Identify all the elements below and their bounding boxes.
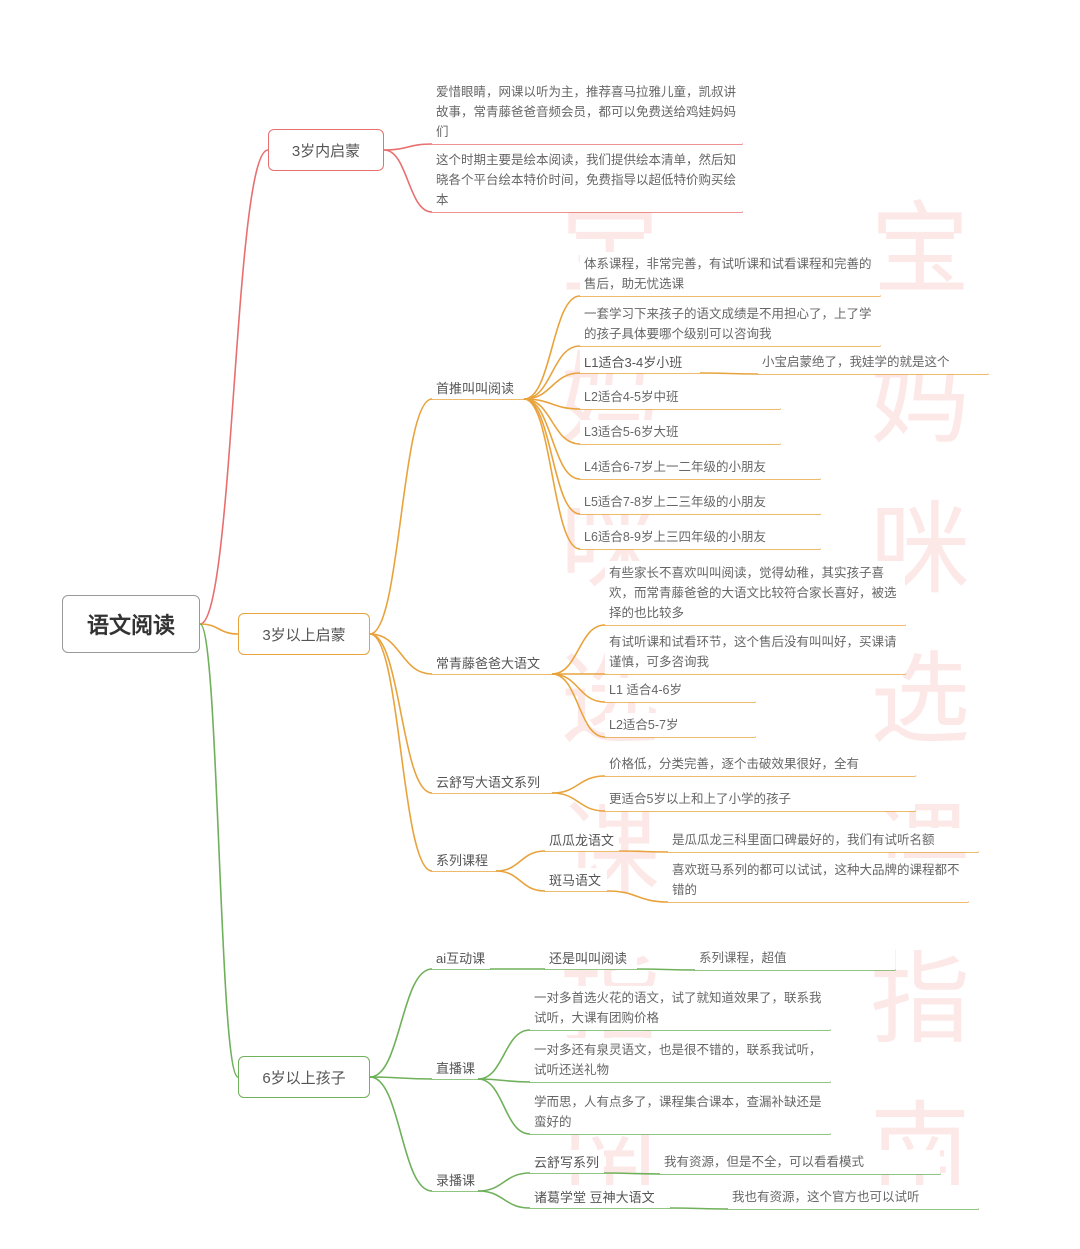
mid-node[interactable]: 常青藤爸爸大语文 [432,651,552,674]
mid-node[interactable]: 瓜瓜龙语文 [545,828,619,851]
mid-node[interactable]: 斑马语文 [545,868,607,891]
mid-label: 录播课 [436,1173,475,1188]
leaf-node: 价格低，分类完善，逐个击破效果很好，全有 [605,752,915,776]
leaf-node: L2适合4-5岁中班 [580,385,780,409]
leaf-node: 这个时期主要是绘本阅读，我们提供绘本清单，然后知晓各个平台绘本特价时间，免费指导… [432,148,742,212]
leaf-node: L3适合5-6岁大班 [580,420,780,444]
leaf-text: 系列课程，超值 [699,951,787,965]
leaf-text: L2适合5-7岁 [609,718,678,732]
mid-node[interactable]: 云舒写系列 [530,1150,604,1173]
leaf-text: 这个时期主要是绘本阅读，我们提供绘本清单，然后知晓各个平台绘本特价时间，免费指导… [436,153,736,207]
root-label: 语文阅读 [87,608,175,640]
leaf-node: L2适合5-7岁 [605,713,755,737]
leaf-text: L2适合4-5岁中班 [584,390,678,404]
leaf-text: 小宝启蒙绝了，我娃学的就是这个 [762,355,950,369]
leaf-text: L3适合5-6岁大班 [584,425,678,439]
leaf-text: 一对多首选火花的语文，试了就知道效果了，联系我试听，大课有团购价格 [534,991,822,1025]
leaf-node: 更适合5岁以上和上了小学的孩子 [605,787,915,811]
mid-label: 诸葛学堂 豆神大语文 [534,1190,655,1205]
mid-node[interactable]: 系列课程 [432,848,496,871]
leaf-node: 一对多首选火花的语文，试了就知道效果了，联系我试听，大课有团购价格 [530,986,830,1030]
leaf-text: L4适合6-7岁上一二年级的小朋友 [584,460,766,474]
leaf-text: 有些家长不喜欢叫叫阅读，觉得幼稚，其实孩子喜欢，而常青藤爸爸的大语文比较符合家长… [609,566,897,620]
mid-node[interactable]: 还是叫叫阅读 [545,946,637,969]
leaf-text: 更适合5岁以上和上了小学的孩子 [609,792,791,806]
leaf-text: L5适合7-8岁上二三年级的小朋友 [584,495,766,509]
branch-node[interactable]: 6岁以上孩子 [238,1056,370,1098]
mid-node[interactable]: ai互动课 [432,946,490,969]
leaf-text: 我也有资源，这个官方也可以试听 [732,1190,920,1204]
mid-label: 云舒写系列 [534,1155,599,1170]
mid-label: 首推叫叫阅读 [436,381,514,396]
mid-label: 瓜瓜龙语文 [549,833,614,848]
leaf-node: 小宝启蒙绝了，我娃学的就是这个 [758,350,988,374]
root-node[interactable]: 语文阅读 [62,595,200,653]
leaf-text: L1 适合4-6岁 [609,683,682,697]
leaf-text: 学而思，人有点多了，课程集合课本，查漏补缺还是蛮好的 [534,1095,822,1129]
leaf-node: L4适合6-7岁上一二年级的小朋友 [580,455,820,479]
leaf-node: 一对多还有泉灵语文，也是很不错的，联系我试听，试听还送礼物 [530,1038,830,1082]
mid-label: 斑马语文 [549,873,601,888]
branch-label: 3岁内启蒙 [292,140,360,161]
mid-node[interactable]: 云舒写大语文系列 [432,770,552,793]
mid-node[interactable]: 诸葛学堂 豆神大语文 [530,1185,670,1208]
branch-label: 6岁以上孩子 [262,1067,345,1088]
leaf-node: L5适合7-8岁上二三年级的小朋友 [580,490,820,514]
mid-label: 还是叫叫阅读 [549,951,627,966]
leaf-text: 价格低，分类完善，逐个击破效果很好，全有 [609,757,859,771]
branch-node[interactable]: 3岁以上启蒙 [238,613,370,655]
leaf-text: 是瓜瓜龙三科里面口碑最好的，我们有试听名额 [672,833,935,847]
leaf-node: 有试听课和试看环节，这个售后没有叫叫好，买课请谨慎，可多咨询我 [605,630,905,674]
leaf-text: 一套学习下来孩子的语文成绩是不用担心了，上了学的孩子具体要哪个级别可以咨询我 [584,307,872,341]
mid-label: ai互动课 [436,951,485,966]
leaf-text: L6适合8-9岁上三四年级的小朋友 [584,530,766,544]
leaf-node: 爱惜眼睛，网课以听为主，推荐喜马拉雅儿童，凯叔讲故事，常青藤爸爸音频会员，都可以… [432,80,742,144]
leaf-text: 我有资源，但是不全，可以看看模式 [664,1155,864,1169]
leaf-node: 我也有资源，这个官方也可以试听 [728,1185,978,1209]
branch-label: 3岁以上启蒙 [262,624,345,645]
mid-node[interactable]: 直播课 [432,1056,478,1079]
mid-label: 直播课 [436,1061,475,1076]
mid-label: L1适合3-4岁小班 [584,355,682,370]
leaf-text: 一对多还有泉灵语文，也是很不错的，联系我试听，试听还送礼物 [534,1043,822,1077]
leaf-node: 系列课程，超值 [695,946,895,970]
mid-label: 系列课程 [436,853,488,868]
leaf-node: 是瓜瓜龙三科里面口碑最好的，我们有试听名额 [668,828,978,852]
leaf-node: L6适合8-9岁上三四年级的小朋友 [580,525,820,549]
branch-node[interactable]: 3岁内启蒙 [268,129,384,171]
mid-node[interactable]: 录播课 [432,1168,478,1191]
leaf-node: 喜欢斑马系列的都可以试试，这种大品牌的课程都不错的 [668,858,968,902]
leaf-node: 有些家长不喜欢叫叫阅读，觉得幼稚，其实孩子喜欢，而常青藤爸爸的大语文比较符合家长… [605,561,905,625]
leaf-node: L1 适合4-6岁 [605,678,755,702]
leaf-text: 体系课程，非常完善，有试听课和试看课程和完善的售后，助无忧选课 [584,257,872,291]
leaf-node: 学而思，人有点多了，课程集合课本，查漏补缺还是蛮好的 [530,1090,830,1134]
leaf-node: 体系课程，非常完善，有试听课和试看课程和完善的售后，助无忧选课 [580,252,880,296]
leaf-text: 有试听课和试看环节，这个售后没有叫叫好，买课请谨慎，可多咨询我 [609,635,897,669]
leaf-text: 喜欢斑马系列的都可以试试，这种大品牌的课程都不错的 [672,863,960,897]
mid-node[interactable]: 首推叫叫阅读 [432,376,524,399]
mid-label: 常青藤爸爸大语文 [436,656,540,671]
leaf-text: 爱惜眼睛，网课以听为主，推荐喜马拉雅儿童，凯叔讲故事，常青藤爸爸音频会员，都可以… [436,85,736,139]
mid-node[interactable]: L1适合3-4岁小班 [580,350,700,373]
leaf-node: 我有资源，但是不全，可以看看模式 [660,1150,940,1174]
mid-label: 云舒写大语文系列 [436,775,540,790]
leaf-node: 一套学习下来孩子的语文成绩是不用担心了，上了学的孩子具体要哪个级别可以咨询我 [580,302,880,346]
